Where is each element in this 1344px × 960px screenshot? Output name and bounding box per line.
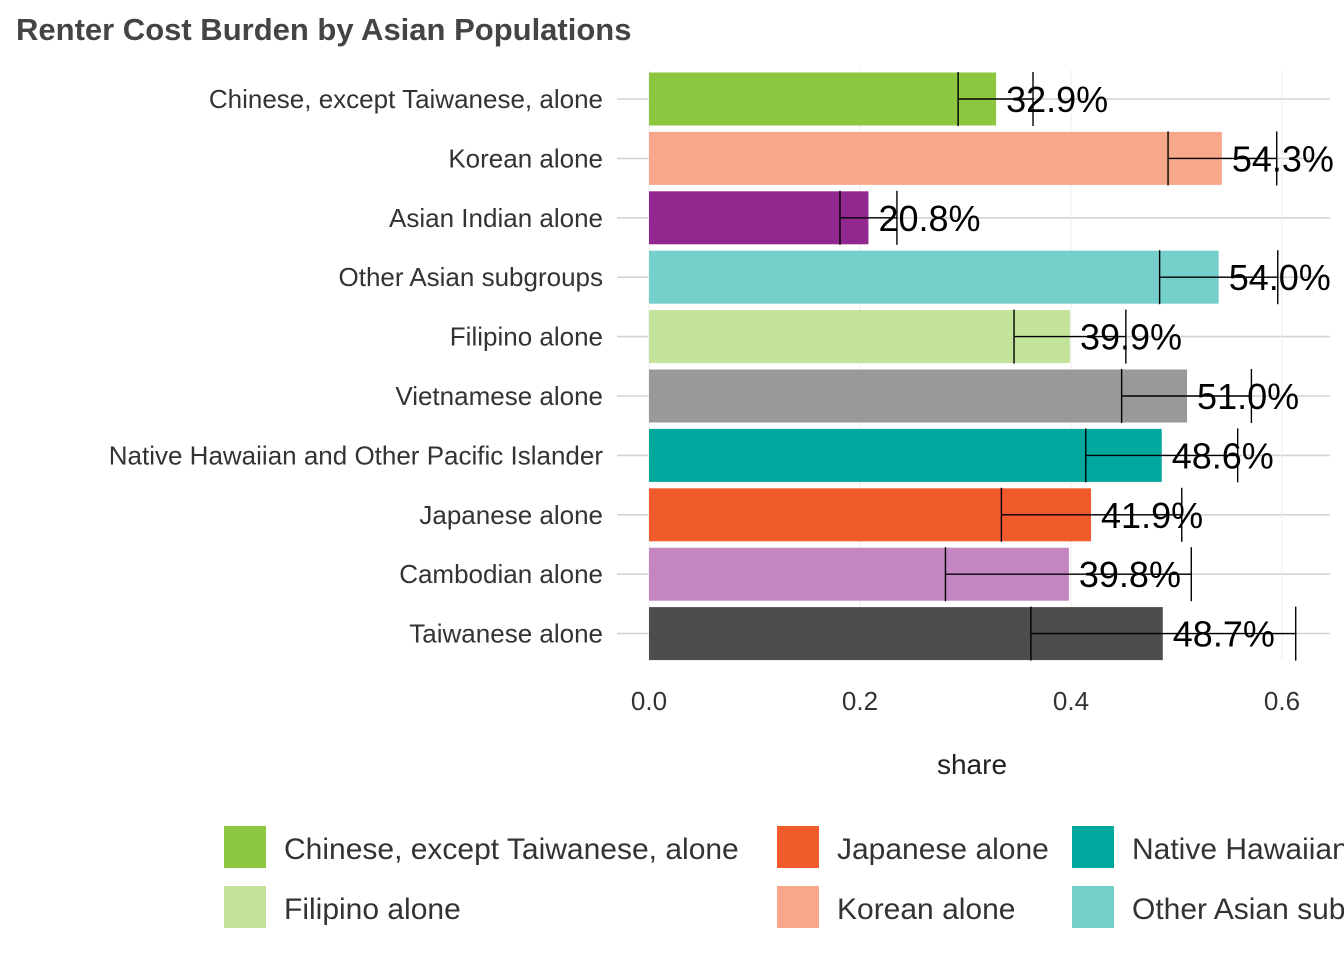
error-bars [839, 72, 1297, 661]
bar [649, 428, 1162, 482]
category-label: Vietnamese alone [395, 381, 603, 411]
legend-key [224, 826, 266, 868]
x-tick-labels: 0.0 0.2 0.4 0.6 [631, 686, 1300, 716]
legend-label: Native Hawaiian and Other Pacific Island… [1132, 833, 1344, 866]
legend-key [777, 826, 819, 868]
legend-key [1072, 886, 1114, 928]
legend-key [1072, 826, 1114, 868]
bar [649, 310, 1070, 364]
data-label: 54.0% [1229, 257, 1331, 298]
category-label: Asian Indian alone [389, 203, 603, 233]
legend-label: Japanese alone [837, 833, 1049, 866]
data-label: 51.0% [1197, 376, 1299, 417]
data-label: 39.9% [1080, 317, 1182, 358]
legend-label: Other Asian subgroups [1132, 893, 1344, 926]
category-label: Japanese alone [419, 500, 603, 530]
bar [649, 369, 1188, 423]
data-label: 48.7% [1173, 614, 1275, 655]
category-label: Filipino alone [450, 322, 603, 352]
x-tick-label: 0.2 [842, 686, 878, 716]
data-label: 41.9% [1101, 495, 1203, 536]
data-label: 54.3% [1232, 138, 1334, 179]
category-label: Native Hawaiian and Other Pacific Island… [109, 440, 604, 470]
x-axis-title: share [937, 749, 1007, 780]
x-tick-label: 0.4 [1053, 686, 1089, 716]
category-label: Other Asian subgroups [339, 262, 604, 292]
category-label: Korean alone [448, 143, 603, 173]
legend-key [777, 886, 819, 928]
bar [649, 131, 1222, 185]
data-label: 48.6% [1172, 435, 1274, 476]
category-label: Cambodian alone [399, 559, 603, 589]
data-label: 39.8% [1079, 554, 1181, 595]
x-tick-label: 0.0 [631, 686, 667, 716]
bar [649, 191, 869, 245]
bar [649, 72, 997, 126]
legend-label: Filipino alone [284, 893, 461, 926]
legend-key [224, 886, 266, 928]
data-labels: 32.9% 54.3% 20.8% 54.0% 39.9% 51.0% 48.6% 41.9%… [878, 79, 1334, 655]
legend-label: Chinese, except Taiwanese, alone [284, 833, 739, 866]
x-tick-label: 0.6 [1264, 686, 1300, 716]
data-label: 20.8% [878, 198, 980, 239]
data-label: 32.9% [1006, 79, 1108, 120]
category-labels: Chinese, except Taiwanese, alone Korean a… [109, 84, 604, 649]
bar [649, 250, 1219, 304]
category-label: Taiwanese alone [409, 619, 603, 649]
legend-label: Korean alone [837, 893, 1015, 926]
chart-title: Renter Cost Burden by Asian Populations [16, 12, 631, 47]
category-label: Chinese, except Taiwanese, alone [209, 84, 603, 114]
bars [649, 72, 1222, 661]
